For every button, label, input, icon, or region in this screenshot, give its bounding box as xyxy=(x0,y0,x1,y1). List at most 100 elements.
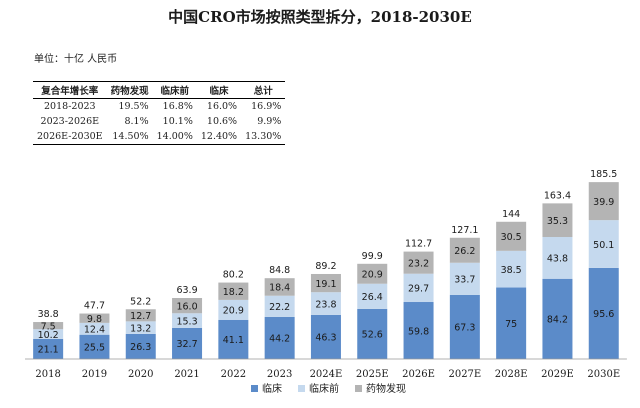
total-label: 99.9 xyxy=(362,251,383,262)
total-label: 84.8 xyxy=(269,265,290,276)
data-label: 33.7 xyxy=(454,275,475,286)
data-label: 95.6 xyxy=(593,309,614,320)
legend-label: 临床前 xyxy=(309,382,339,395)
data-label: 20.9 xyxy=(223,306,244,317)
cagr-cell: 10.1% xyxy=(162,116,193,127)
bar-segment xyxy=(403,302,434,359)
data-label: 13.2 xyxy=(130,323,151,334)
cagr-header-period: 复合年增长率 xyxy=(33,81,107,99)
data-label: 23.2 xyxy=(408,258,429,269)
total-label: 47.7 xyxy=(84,301,105,312)
data-label: 41.1 xyxy=(223,335,244,346)
legend-swatch xyxy=(251,385,258,392)
x-tick-label: 2018 xyxy=(35,369,60,380)
cagr-cell: 16.0% xyxy=(206,101,238,112)
data-label: 30.5 xyxy=(501,232,522,243)
data-label: 26.3 xyxy=(130,342,151,353)
data-label: 16.0 xyxy=(176,301,197,312)
cagr-cell: 2023-2026E xyxy=(40,116,100,127)
bar-segment xyxy=(172,298,203,314)
cagr-row: 2026E-2030E 14.50% 14.00% 12.40% 13.30% xyxy=(33,129,286,145)
x-tick-label: 2025E xyxy=(356,369,389,380)
total-label: 52.2 xyxy=(130,296,151,307)
bar-segment xyxy=(264,278,295,296)
data-label: 23.8 xyxy=(315,299,336,310)
bar-segment xyxy=(125,321,156,334)
bar-segment xyxy=(496,221,527,251)
bar-segment xyxy=(310,314,341,359)
data-label: 20.9 xyxy=(362,270,383,281)
cagr-header-row: 复合年增长率 药物发现 临床前 临床 总计 xyxy=(33,81,286,99)
data-label: 29.7 xyxy=(408,284,429,295)
bar-segment xyxy=(125,333,156,359)
bar-segment xyxy=(33,329,64,339)
data-label: 12.7 xyxy=(130,311,151,322)
bar-segment xyxy=(542,278,573,359)
data-label: 35.3 xyxy=(547,216,568,227)
data-label: 67.3 xyxy=(454,323,475,334)
bar-segment xyxy=(588,182,619,221)
data-label: 18.4 xyxy=(269,283,290,294)
cagr-cell: 14.50% xyxy=(106,129,153,145)
unit-label: 单位：十亿 人民币 xyxy=(34,54,118,65)
data-label: 52.6 xyxy=(362,330,383,341)
bar-segment xyxy=(403,273,434,303)
bar-segment xyxy=(449,294,480,359)
cagr-cell: 14.00% xyxy=(152,129,197,145)
total-label: 144 xyxy=(502,209,520,220)
cagr-cell: 16.9% xyxy=(251,101,282,112)
data-label: 32.7 xyxy=(176,339,197,350)
total-label: 163.4 xyxy=(544,190,571,201)
bar-segment xyxy=(449,262,480,295)
bar-segment xyxy=(357,263,388,284)
cagr-cell: 19.5% xyxy=(118,101,149,112)
cagr-header-drug-discovery: 药物发现 xyxy=(106,81,153,99)
data-label: 12.4 xyxy=(84,325,105,336)
bar-segment xyxy=(218,282,249,300)
data-label: 7.5 xyxy=(41,321,56,332)
x-tick-label: 2030E xyxy=(587,369,620,380)
cagr-header-clinical: 临床 xyxy=(196,81,242,99)
data-label: 59.8 xyxy=(408,326,429,337)
bar-segment xyxy=(310,292,341,315)
data-label: 39.9 xyxy=(593,197,614,208)
data-label: 22.2 xyxy=(269,302,290,313)
total-label: 127.1 xyxy=(451,225,478,236)
cagr-cell: 10.6% xyxy=(206,116,238,127)
cagr-row: 2018-2023 19.5% 16.8% 16.0% 16.9% xyxy=(33,99,285,115)
data-label: 18.2 xyxy=(223,287,244,298)
bar-segment xyxy=(218,319,249,359)
bar-segment xyxy=(125,309,156,322)
bar-segment xyxy=(172,327,203,359)
total-label: 185.5 xyxy=(590,169,617,180)
x-tick-label: 2023 xyxy=(267,369,292,380)
cagr-cell: 2026E-2030E xyxy=(33,129,107,145)
data-label: 21.1 xyxy=(38,345,59,356)
bar-segment xyxy=(310,273,341,293)
bar-segment xyxy=(264,316,295,359)
data-label: 25.5 xyxy=(84,343,105,354)
bar-segment xyxy=(33,322,64,330)
data-label: 84.2 xyxy=(547,315,568,326)
legend-label: 药物发现 xyxy=(366,382,406,395)
data-label: 26.2 xyxy=(454,246,475,257)
data-label: 50.1 xyxy=(593,240,614,251)
bar-segment xyxy=(33,338,64,359)
x-tick-label: 2021 xyxy=(174,369,199,380)
bar-segment xyxy=(588,267,619,359)
legend-label: 临床 xyxy=(262,382,282,395)
x-tick-label: 2019 xyxy=(82,369,107,380)
bar-segment xyxy=(496,287,527,359)
data-label: 38.5 xyxy=(501,265,522,276)
x-tick-label: 2028E xyxy=(495,369,528,380)
total-label: 80.2 xyxy=(223,270,244,281)
cagr-header-total: 总计 xyxy=(241,81,286,99)
cagr-row: 2023-2026E 8.1% 10.1% 10.6% 9.9% xyxy=(33,114,285,129)
cagr-cell: 12.40% xyxy=(196,129,242,145)
data-label: 26.4 xyxy=(362,292,383,303)
cagr-header-preclinical: 临床前 xyxy=(152,81,197,99)
data-label: 19.1 xyxy=(315,279,336,290)
x-tick-label: 2026E xyxy=(402,369,435,380)
x-tick-label: 2024E xyxy=(310,369,343,380)
